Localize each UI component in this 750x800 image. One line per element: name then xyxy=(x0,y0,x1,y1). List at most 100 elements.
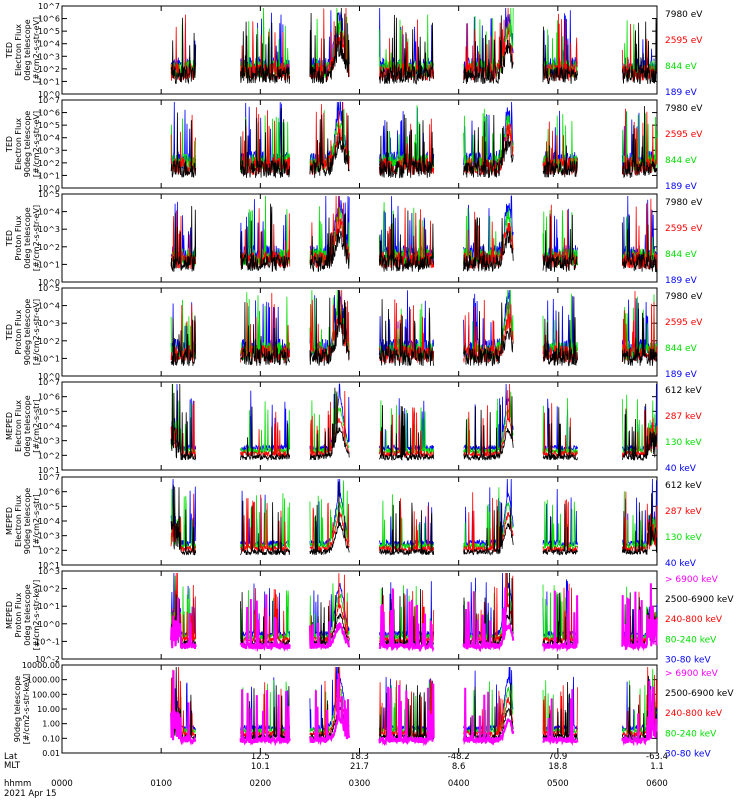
y-tick-label: 10^1 xyxy=(38,171,60,180)
y-axis-label: 90deg telescope xyxy=(23,299,32,366)
y-tick-label: 10^4 xyxy=(38,422,60,431)
panel-6: 10^7 10^6 10^5 10^4 10^3 10^2 10^1 MEPED Electro… xyxy=(5,473,702,570)
y-tick-label: 10^2 xyxy=(38,65,60,74)
y-tick-label: 10^4 xyxy=(38,40,60,49)
y-tick-label: 10^5 xyxy=(38,407,60,416)
y-tick-label: 10^0 xyxy=(38,372,60,381)
y-tick-label: 10^2 xyxy=(38,159,60,168)
legend-item: 7980 eV xyxy=(665,10,703,20)
legend-item: 2595 eV xyxy=(665,318,703,328)
legend-item: 130 keV xyxy=(665,438,702,448)
x-row-label-lat: Lat xyxy=(4,752,18,762)
y-axis-label: TED xyxy=(5,42,14,59)
trace-black xyxy=(170,383,658,462)
trace-red xyxy=(170,491,658,554)
y-axis-label: 0deg telescope xyxy=(23,207,32,268)
panel-frame xyxy=(61,99,658,189)
y-tick-label: 10^5 xyxy=(38,502,60,511)
x-date-label: 2021 Apr 15 xyxy=(4,789,57,799)
y-tick-label: 10^1 xyxy=(38,602,60,611)
time-axis: Lat MLT hhmm 2021 Apr 15 0000 0100 12.510.… xyxy=(4,752,668,799)
y-axis-label: Electron Flux xyxy=(14,24,23,76)
y-axis-label: [#/cm2-s-str] xyxy=(32,399,41,452)
x-tick-lat: -63.4 xyxy=(646,752,668,762)
x-row-label-mlt: MLT xyxy=(4,761,21,771)
y-axis-label: MEPED xyxy=(5,601,14,629)
panel-frame xyxy=(61,287,658,377)
y-tick-label: 10000.00 xyxy=(22,661,60,670)
y-tick-label: 0.10 xyxy=(42,734,60,743)
x-tick-mlt: 10.1 xyxy=(251,762,270,772)
x-tick-lat: 70.9 xyxy=(548,752,567,762)
x-tick-hhmm: 0400 xyxy=(448,779,470,789)
y-axis-label: [#/cm2-s-str-eV] xyxy=(32,205,41,271)
y-tick-label: 10^7 xyxy=(38,2,60,11)
panel-7: 10^3 10^2 10^1 10^0 10^-1 10^-2 MEPED Proton Fl… xyxy=(5,567,734,665)
y-tick-label: 10^3 xyxy=(38,319,60,328)
x-tick-hhmm: 0600 xyxy=(646,779,668,789)
y-tick-label: 10^1 xyxy=(38,466,60,475)
x-tick-hhmm: 0300 xyxy=(349,779,371,789)
panel-2: 10^7 10^6 10^5 10^4 10^3 10^2 10^1 10^0 TED Elect… xyxy=(5,96,703,193)
panel-3: 10^5 10^4 10^3 10^2 10^1 10^0 TED Proton Flux 0d… xyxy=(5,190,703,287)
y-tick-label: 10^1 xyxy=(38,77,60,86)
legend-item: 189 eV xyxy=(665,182,698,192)
legend-item: > 6900 keV xyxy=(665,669,719,679)
x-tick-hhmm: 0500 xyxy=(547,779,569,789)
y-tick-label: 10^2 xyxy=(38,585,60,594)
y-tick-label: 1.00 xyxy=(42,720,60,729)
y-tick-label: 10^0 xyxy=(38,278,60,287)
legend-item: 80-240 keV xyxy=(665,635,717,645)
legend-item: 240-800 keV xyxy=(665,615,723,625)
legend-item: 40 keV xyxy=(665,559,697,569)
legend-item: 612 keV xyxy=(665,481,702,491)
legend-item: 844 eV xyxy=(665,156,698,166)
y-axis-label: MEPED xyxy=(5,507,14,535)
y-tick-label: 10^6 xyxy=(38,393,60,402)
x-tick-lat: 18.3 xyxy=(350,752,369,762)
y-tick-label: 10^6 xyxy=(38,15,60,24)
y-tick-label: 10^2 xyxy=(38,451,60,460)
y-tick-label: 10^4 xyxy=(38,208,60,217)
y-axis-label: [#/cm2-s-str-eV] xyxy=(32,17,41,83)
y-axis-label: 0deg telescope xyxy=(23,395,32,456)
x-row-label-hhmm: hhmm xyxy=(4,779,31,789)
y-axis-label: [#/cm2-s-str] xyxy=(32,494,41,547)
legend-item: > 6900 keV xyxy=(665,575,719,585)
y-axis-label: Electron Flux xyxy=(14,118,23,170)
legend-item: 7980 eV xyxy=(665,292,703,302)
y-axis-label: TED xyxy=(5,324,14,341)
y-axis-label: MEPED xyxy=(5,412,14,440)
legend-item: 189 eV xyxy=(665,276,698,286)
x-tick-hhmm: 0000 xyxy=(51,779,73,789)
y-tick-label: 10^5 xyxy=(38,27,60,36)
x-tick-mlt: 18.8 xyxy=(548,762,567,772)
trace-black xyxy=(170,203,658,273)
y-axis-label: Electron Flux xyxy=(14,495,23,547)
y-axis-label: [#/cm2-s-str-eV] xyxy=(32,111,41,177)
y-tick-label: 10^2 xyxy=(38,243,60,252)
x-tick-mlt: 8.6 xyxy=(452,762,466,772)
y-axis-label: 90deg telescope xyxy=(23,111,32,178)
y-tick-label: 10^0 xyxy=(38,90,60,99)
legend-item: 189 eV xyxy=(665,370,698,380)
panel-1: 10^7 10^6 10^5 10^4 10^3 10^2 10^1 10^0 TED Elect… xyxy=(5,2,703,99)
y-tick-label: 10^0 xyxy=(38,184,60,193)
y-tick-label: 10.00 xyxy=(37,705,60,714)
x-tick-lat: -48.2 xyxy=(448,752,470,762)
y-tick-label: 10^3 xyxy=(38,225,60,234)
legend-item: 7980 eV xyxy=(665,104,703,114)
trace-black xyxy=(170,105,658,179)
legend-item: 844 eV xyxy=(665,344,698,354)
y-tick-label: 0.01 xyxy=(42,749,60,758)
legend-item: 844 eV xyxy=(665,62,698,72)
y-axis-label: 90deg telescope xyxy=(23,488,32,555)
y-axis-label: Electron Flux xyxy=(14,400,23,452)
legend-item: 2595 eV xyxy=(665,36,703,46)
y-axis-label: TED xyxy=(5,136,14,153)
legend-item: 2500-6900 keV xyxy=(665,595,734,605)
legend-item: 2500-6900 keV xyxy=(665,689,734,699)
legend-item: 80-240 keV xyxy=(665,729,717,739)
y-tick-label: 10^7 xyxy=(38,378,60,387)
